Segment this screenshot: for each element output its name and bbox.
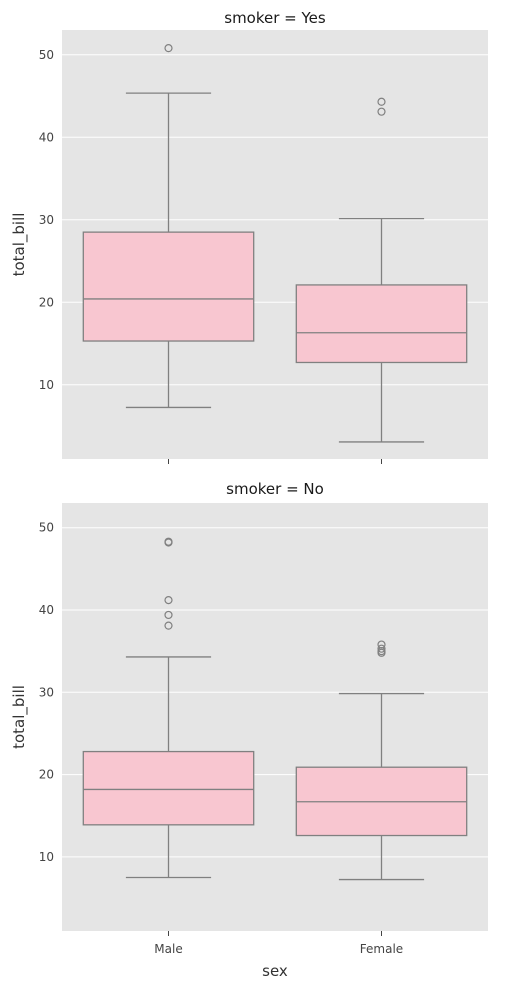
y-tick-label: 20 (39, 295, 54, 309)
panel-title: smoker = Yes (224, 9, 326, 27)
outlier-point (164, 610, 173, 620)
y-tick-label: 50 (39, 521, 54, 535)
box-iqr (295, 284, 468, 364)
outlier-point (164, 537, 173, 546)
chart-panels: 10 20 30 40 50 smoker = Yes total_bill 10 20 30 40… (10, 9, 488, 956)
outlier-point (377, 640, 386, 649)
box-female (295, 640, 468, 881)
y-tick-label: 10 (39, 378, 54, 392)
box-male (82, 44, 255, 409)
y-tick-label: 40 (39, 603, 54, 617)
panel-background (62, 503, 488, 931)
box-female (295, 97, 468, 443)
y-tick-label: 50 (39, 48, 54, 62)
outlier-point (377, 107, 386, 116)
box-iqr (82, 750, 255, 826)
y-tick-label: 30 (39, 213, 54, 227)
x-axis-label: sex (262, 962, 288, 980)
y-axis-label: total_bill (10, 685, 29, 749)
box-male (82, 537, 255, 879)
outlier-point (377, 644, 386, 653)
y-tick-label: 40 (39, 130, 54, 144)
outlier-point (377, 97, 386, 106)
outlier-point (164, 596, 173, 605)
panel-smoker-yes: 10 20 30 40 50 smoker = Yes total_bill (10, 9, 488, 464)
panel-title: smoker = No (226, 480, 324, 498)
panel-smoker-no: 10 20 30 40 50 smoker = No total_bill Male Femal… (10, 480, 488, 956)
y-tick-label: 10 (39, 850, 54, 864)
x-tick-label-female: Female (360, 942, 403, 956)
y-tick-label: 20 (39, 768, 54, 782)
box-iqr (82, 231, 255, 342)
y-axis-label: total_bill (10, 213, 29, 277)
outlier-point (164, 621, 173, 630)
outlier-point (164, 44, 173, 53)
y-tick-label: 30 (39, 685, 54, 699)
x-tick-label-male: Male (154, 942, 182, 956)
